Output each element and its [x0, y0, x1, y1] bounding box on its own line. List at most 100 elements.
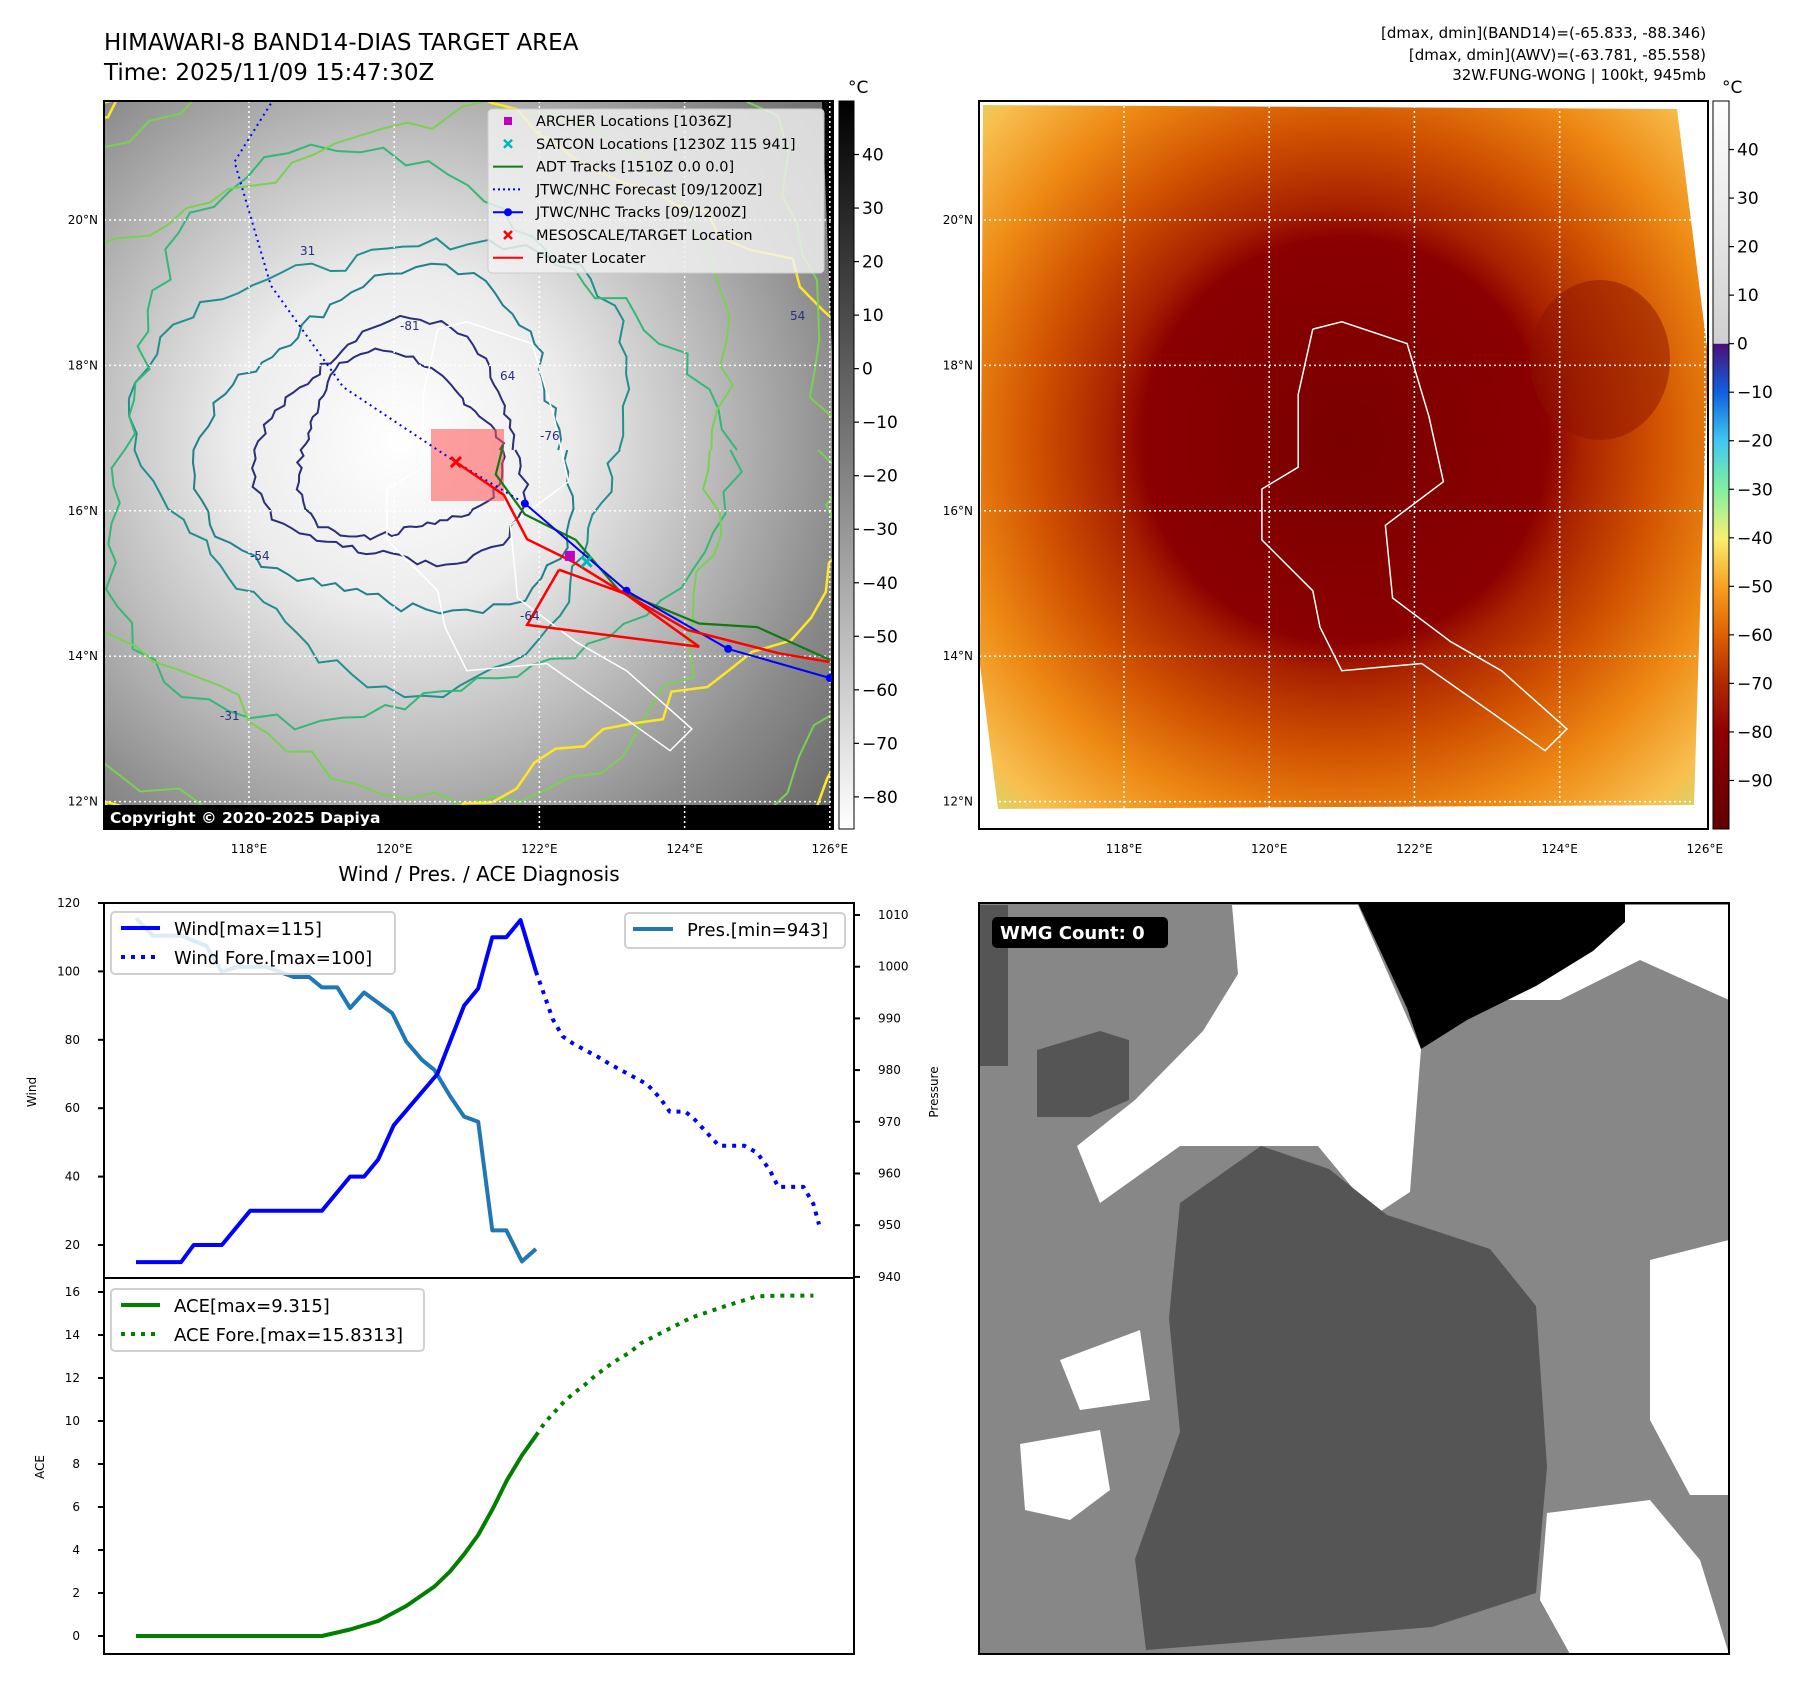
- ace-tick-label: 16: [65, 1285, 80, 1299]
- ace-forecast-line: [534, 1293, 814, 1437]
- pressure-tick-label: 950: [878, 1218, 901, 1232]
- jtwc-track-point: [724, 644, 733, 653]
- right-map-frame: [978, 100, 1709, 830]
- lat-lon-grid: [979, 101, 1708, 829]
- legend-dot-icon: [504, 208, 512, 217]
- legend-x-icon: [503, 230, 513, 240]
- legend-label: ADT Tracks [1510Z 0.0 0.0]: [536, 160, 734, 176]
- legend-label: ARCHER Locations [1036Z]: [536, 114, 732, 130]
- colorbar-tick-label: −50: [1737, 577, 1773, 597]
- wind-tick-label: 20: [65, 1238, 80, 1252]
- ace-tick-label: 0: [72, 1629, 80, 1643]
- lat-label: 20°N: [68, 213, 98, 227]
- contour-label: 31: [300, 244, 315, 258]
- wmg-white-region: [1540, 1500, 1729, 1654]
- wind-line: [136, 918, 538, 1265]
- wmg-black-region: [1358, 903, 1625, 1049]
- legend-pressure: Pres.[min=943]: [687, 920, 828, 941]
- coastline: [386, 321, 693, 752]
- lat-label: 16°N: [68, 504, 98, 518]
- ace-tick-label: 12: [65, 1371, 80, 1385]
- ace-tick-label: 4: [72, 1543, 80, 1557]
- pressure-tick-label: 990: [878, 1011, 901, 1025]
- pressure-tick-label: 960: [878, 1167, 901, 1181]
- left-map-panel: -81 -76 -64 -54 -31 31 54 64 ARCHER Locations […: [68, 78, 898, 856]
- lon-label: 122°E: [1396, 842, 1433, 856]
- ace-tick-label: 14: [65, 1328, 80, 1342]
- contour-label: 64: [500, 369, 515, 383]
- contour-line: [295, 347, 506, 541]
- pressure-tick-label: 940: [878, 1270, 901, 1284]
- lon-label: 126°E: [812, 842, 849, 856]
- wind-tick-label: 100: [57, 964, 80, 978]
- contour-labels: -81 -76 -64 -54 -31 31 54 64: [220, 244, 805, 723]
- stat-band14: [dmax, dmin](BAND14)=(-65.833, -88.346): [1381, 24, 1706, 42]
- colorbar-tick-label: −40: [1737, 529, 1773, 549]
- colorbar-tick-label: 20: [1737, 238, 1759, 258]
- awv-image: [980, 105, 1708, 809]
- contour-line: [251, 314, 530, 568]
- wind-forecast-line: [534, 970, 821, 1226]
- legend-label: MESOSCALE/TARGET Location: [536, 228, 753, 244]
- ace-tick-label: 2: [72, 1586, 80, 1600]
- legend-x-icon: [503, 138, 513, 149]
- lat-label: 14°N: [943, 649, 973, 663]
- pressure-axis-label: Pressure: [927, 1066, 941, 1117]
- figure-title: HIMAWARI-8 BAND14-DIAS TARGET AREA: [104, 30, 579, 56]
- colorbar-tick-label: 30: [862, 199, 884, 219]
- pressure-legend: [624, 912, 846, 949]
- right-colorbar-unit: °C: [1722, 78, 1742, 98]
- map-legend-box: [487, 108, 825, 274]
- floater-track-box: [525, 568, 700, 648]
- ace-legend: [110, 1288, 425, 1352]
- wmg-white-region: [1650, 1240, 1729, 1495]
- colorbar-tick-label: −40: [862, 574, 898, 594]
- jtwc-track-point: [825, 674, 833, 683]
- ace-plot: 0 2 4 6 8 10 12 14 16: [65, 1285, 814, 1643]
- colorbar-tick-label: 10: [1737, 286, 1759, 306]
- colorbar-tick-label: −30: [862, 520, 898, 540]
- left-map-frame: [103, 100, 834, 830]
- colorbar-tick-label: 40: [862, 146, 884, 166]
- pressure-tick-label: 1000: [878, 960, 909, 974]
- legend-wind-fore: Wind Fore.[max=100]: [174, 948, 372, 969]
- lat-label: 12°N: [943, 795, 973, 809]
- wind-pressure-plot: 20 40 60 80 100 120 940 950 960 970 980 990 1000 1010: [57, 896, 908, 1284]
- colorbar-tick-label: 10: [862, 306, 884, 326]
- ace-tick-label: 10: [65, 1414, 80, 1428]
- colorbar-tick-label: −70: [862, 734, 898, 754]
- legend-label: JTWC/NHC Tracks [09/1200Z]: [535, 205, 747, 221]
- wmg-panel: WMG Count: 0: [978, 902, 1730, 1655]
- lat-label: 14°N: [68, 649, 98, 663]
- pressure-tick-label: 970: [878, 1115, 901, 1129]
- colorbar-tick-label: −80: [862, 788, 898, 808]
- wmg-frame: [978, 902, 1730, 1655]
- target-marker: [449, 456, 462, 469]
- colorbar-tick-label: 0: [1737, 335, 1748, 355]
- stat-storm: 32W.FUNG-WONG | 100kt, 945mb: [1452, 66, 1706, 84]
- legend-label: JTWC/NHC Forecast [09/1200Z]: [535, 182, 762, 198]
- floater-box: [431, 429, 504, 501]
- legend-label: Floater Locater: [536, 251, 645, 267]
- floater-track: [455, 461, 831, 664]
- coastline: [1261, 321, 1568, 752]
- contour-label: -64: [520, 609, 540, 623]
- cold-cloud-patch: [1530, 280, 1670, 440]
- satcon-marker: [580, 555, 593, 568]
- lon-label: 118°E: [231, 842, 268, 856]
- legend-wind: Wind[max=115]: [174, 919, 322, 940]
- wmg-white-region: [1020, 1430, 1110, 1520]
- left-colorbar-unit: °C: [848, 78, 868, 98]
- wind-tick-label: 120: [57, 896, 80, 910]
- ace-line: [136, 1434, 538, 1638]
- wind-tick-label: 40: [65, 1170, 80, 1184]
- wind-tick-label: 80: [65, 1033, 80, 1047]
- colorbar-tick-label: −10: [1737, 383, 1773, 403]
- lat-label: 16°N: [943, 504, 973, 518]
- lat-label: 12°N: [68, 795, 98, 809]
- lon-label: 122°E: [521, 842, 558, 856]
- ace-axis-label: ACE: [33, 1455, 47, 1479]
- jtwc-forecast-track: [233, 103, 526, 505]
- colorbar-tick-label: −90: [1737, 771, 1773, 791]
- lat-label: 18°N: [943, 358, 973, 372]
